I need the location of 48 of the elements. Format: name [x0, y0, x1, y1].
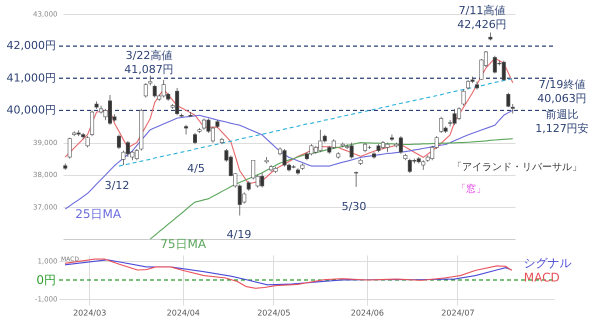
x-tick-label: 2024/06 [350, 308, 384, 318]
annotation: 7/11高値 42,426円 [457, 4, 507, 31]
series-label: シグナル [524, 256, 572, 270]
text: 7/19終値 40,063円 [537, 78, 587, 105]
candlestick [148, 75, 152, 86]
ref-line-label: 41,000円 [6, 71, 56, 84]
candlestick [510, 104, 515, 114]
candlestick [398, 136, 403, 154]
candlestick [116, 134, 121, 150]
x-tick-label: 2024/04 [166, 308, 200, 318]
candlestick [86, 136, 90, 148]
annotation: 3/12 [104, 179, 130, 192]
candlestick [332, 138, 336, 150]
annotation: 「窓」 [456, 183, 486, 195]
ref-line-label: 42,000円 [6, 39, 56, 52]
candlestick [466, 79, 470, 90]
candlestick [354, 171, 358, 188]
series-label: MACD [524, 270, 560, 284]
series-label: 75日MA [160, 237, 207, 251]
annotation: 「アイランド・リバーサル」 [452, 161, 582, 173]
line-series [150, 138, 514, 240]
annotation: 4/19 [226, 228, 252, 241]
ref-line-label: 0円 [36, 273, 56, 287]
annotation: 5/30 [342, 200, 366, 213]
candlestick [502, 60, 506, 80]
x-tick-label: 2024/07 [441, 308, 475, 318]
series-label: 25日MA [75, 207, 122, 222]
x-tick-label: 2024/05 [257, 308, 290, 318]
x-tick-label: 2024/03 [73, 308, 106, 318]
candlestick [144, 82, 148, 98]
candlestick [68, 137, 72, 160]
candlestick [462, 89, 466, 106]
candlestick [184, 124, 188, 135]
ref-line-label: 40,000円 [6, 103, 56, 116]
candlestick [506, 92, 510, 108]
candlestick [246, 180, 251, 192]
candlestick [421, 160, 426, 170]
candlestick [439, 116, 444, 134]
candlestick [90, 110, 94, 137]
candlestick [152, 84, 157, 98]
candlestick [188, 112, 193, 118]
candlestick [193, 132, 198, 145]
candlestick [134, 148, 139, 161]
annotation: 4/5 [187, 162, 205, 175]
annotation: 3/22高値 41,087円 [124, 49, 174, 76]
candlestick [363, 142, 368, 153]
candlestick [385, 142, 390, 153]
line-series [64, 110, 514, 210]
